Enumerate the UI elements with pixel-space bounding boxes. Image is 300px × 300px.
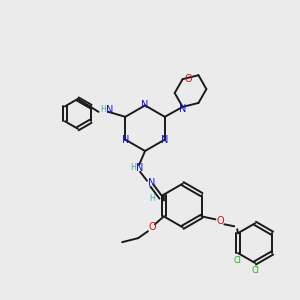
Text: H: H (149, 194, 155, 203)
Text: N: N (122, 135, 129, 145)
Text: N: N (141, 100, 149, 110)
Text: H: H (100, 105, 106, 114)
Text: Cl: Cl (251, 266, 259, 275)
Text: N: N (136, 163, 144, 173)
Text: N: N (179, 104, 186, 114)
Text: Cl: Cl (234, 256, 242, 266)
Text: O: O (148, 222, 156, 232)
Text: H: H (130, 163, 136, 172)
Text: N: N (161, 135, 169, 145)
Text: O: O (217, 216, 224, 226)
Text: N: N (148, 178, 156, 188)
Text: O: O (185, 74, 192, 84)
Text: N: N (106, 105, 113, 115)
